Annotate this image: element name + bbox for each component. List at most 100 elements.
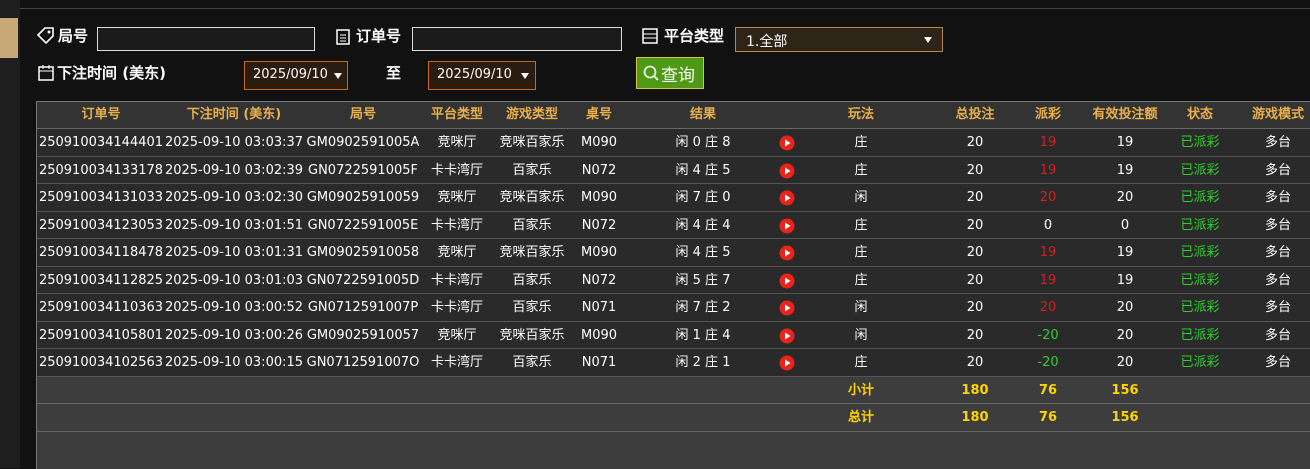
table-cell: 已派彩 (1180, 190, 1220, 205)
video-replay-icon[interactable] (779, 163, 795, 179)
table-cell: 竞咪厅 (437, 135, 477, 150)
table-cell: N071 (581, 355, 617, 370)
table-cell: 多台 (1264, 135, 1292, 150)
order-input[interactable] (412, 27, 622, 51)
table-cell: 庄 (854, 272, 868, 288)
video-replay-icon[interactable] (779, 190, 795, 206)
video-replay-icon[interactable] (779, 245, 795, 261)
table-cell: M090 (580, 190, 618, 205)
table-cell: 闲 (854, 327, 868, 343)
table-cell: 已派彩 (1180, 135, 1220, 150)
column-header: 总投注 (955, 107, 995, 122)
table-cell: 多台 (1264, 190, 1292, 205)
table-cell: 250910034102563 (38, 355, 164, 370)
table-cell: 20 (966, 245, 984, 260)
table-cell: 闲 4 庄 5 (675, 162, 731, 178)
sidebar (0, 0, 20, 468)
table-cell: 20 (1116, 327, 1134, 343)
date-from[interactable]: 2025/09/10 (244, 61, 348, 90)
table-cell: 闲 (854, 300, 868, 315)
table-cell: 250910034112825 (38, 272, 164, 288)
table-row: 250910034112825 2025-09-10 03:01:03 GN0722… (37, 266, 1310, 294)
table-cell: GN0722591005E (307, 217, 419, 233)
time-label: 下注时间 (美东) (57, 64, 166, 82)
table-cell: 250910034118478 (38, 245, 164, 260)
query-text: 查询 (661, 66, 695, 86)
table-cell: 庄 (854, 135, 868, 150)
column-header: 有效投注额 (1092, 107, 1158, 122)
table-cell: 20 (1116, 190, 1134, 205)
table-cell: 已派彩 (1180, 272, 1220, 288)
table-cell: 2025-09-10 03:03:37 (164, 135, 304, 150)
table-cell: 2025-09-10 03:01:51 (164, 217, 304, 233)
table-cell: 250910034131033 (38, 190, 164, 205)
date-to[interactable]: 2025/09/10 (428, 61, 536, 90)
table-cell: 卡卡湾厅 (430, 355, 484, 370)
table-cell: 卡卡湾厅 (430, 272, 484, 288)
header-row: 订单号 下注时间 (美东) 局号 平台类型 游戏类型 桌号 结果 玩法 总投注 派彩 有效投注额 状态… (37, 102, 1310, 129)
table-cell: 卡卡湾厅 (430, 300, 484, 315)
table-cell: 百家乐 (512, 272, 552, 288)
table-cell: 2025-09-10 03:02:39 (164, 162, 304, 178)
table-cell: 已派彩 (1180, 327, 1220, 343)
video-replay-icon[interactable] (779, 218, 795, 234)
table-cell: 19 (1039, 272, 1057, 288)
table-cell: 2025-09-10 03:02:30 (164, 190, 304, 205)
table-cell: 19 (1116, 135, 1134, 150)
round-input[interactable] (97, 27, 315, 51)
subtotal-cell: 76 (1038, 382, 1058, 398)
table-cell: 闲 (854, 190, 868, 205)
column-header: 桌号 (585, 107, 613, 122)
date-from-text: 2025/09/10 (253, 67, 328, 82)
search-icon (643, 65, 659, 81)
table-cell: 竞咪百家乐 (499, 135, 565, 150)
table-cell: M090 (580, 245, 618, 260)
table-cell: 19 (1116, 162, 1134, 178)
column-header: 平台类型 (430, 107, 484, 122)
table-cell: 多台 (1264, 355, 1292, 370)
table-cell: 20 (1116, 355, 1134, 370)
table-cell: 20 (1116, 300, 1134, 315)
table-cell: 已派彩 (1180, 217, 1220, 233)
table-cell: 多台 (1264, 217, 1292, 233)
table-cell: 闲 2 庄 1 (675, 355, 731, 370)
column-header: 游戏类型 (505, 107, 559, 122)
table-cell: 19 (1116, 272, 1134, 288)
table-cell: 庄 (854, 162, 868, 178)
table-cell: 庄 (854, 245, 868, 260)
subtotal-cell: 小计 (847, 382, 875, 398)
table-cell: 卡卡湾厅 (430, 162, 484, 178)
table-cell: 20 (966, 190, 984, 205)
table-cell: GN0712591007P (307, 300, 419, 315)
table-cell: 2025-09-10 03:00:52 (164, 300, 304, 315)
table-cell: GN0712591007O (306, 355, 420, 370)
table-cell: 2025-09-10 03:00:26 (164, 327, 304, 343)
table-cell: 20 (966, 300, 984, 315)
table-cell: 20 (966, 272, 984, 288)
table-cell: GM09025910059 (306, 190, 420, 205)
table-row: 250910034131033 2025-09-10 03:02:30 GM0902… (37, 184, 1310, 212)
video-replay-icon[interactable] (779, 135, 795, 151)
column-header: 结果 (689, 107, 717, 122)
query-button[interactable]: 查询 (636, 57, 704, 89)
clipboard-icon (336, 29, 350, 45)
calendar-icon (38, 65, 54, 81)
table-cell: GN0722591005F (308, 162, 418, 178)
table-cell: 百家乐 (512, 355, 552, 370)
table-cell: 闲 0 庄 8 (675, 135, 731, 150)
table-cell: 庄 (854, 217, 868, 233)
video-replay-icon[interactable] (779, 273, 795, 289)
order-label: 订单号 (356, 27, 402, 45)
table-cell: 已派彩 (1180, 162, 1220, 178)
subtotal-row: 小计 180 76 156 (37, 376, 1310, 404)
platform-select[interactable]: 1.全部 (735, 27, 943, 52)
table-cell: 0 (1043, 217, 1053, 233)
column-header: 派彩 (1034, 107, 1062, 122)
table-cell: 竞咪厅 (437, 245, 477, 260)
video-replay-icon[interactable] (779, 328, 795, 344)
video-replay-icon[interactable] (779, 355, 795, 371)
table-cell: N072 (581, 272, 617, 288)
video-replay-icon[interactable] (779, 300, 795, 316)
platform-value: 1.全部 (746, 34, 788, 50)
dropdown-arrow (334, 73, 342, 79)
